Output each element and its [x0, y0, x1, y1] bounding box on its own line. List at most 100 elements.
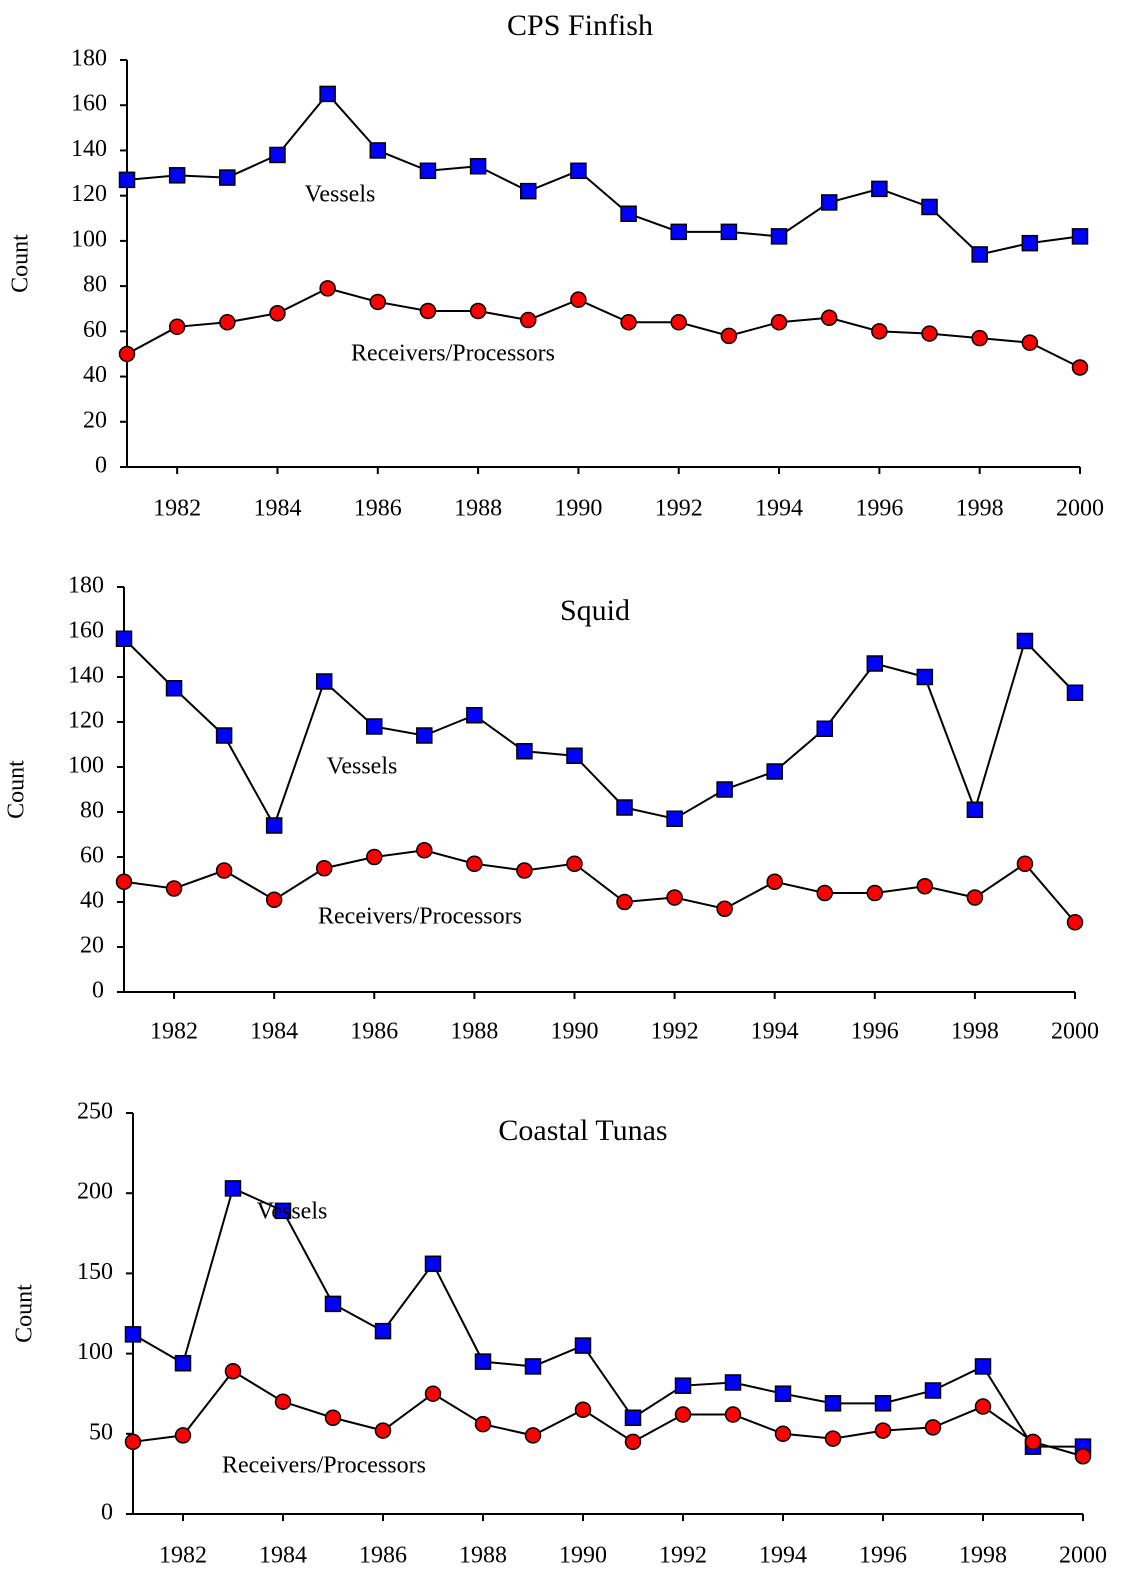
point — [666, 889, 683, 906]
y-tick-label: 180 — [68, 573, 104, 599]
chart-title: Squid — [560, 594, 630, 627]
y-tick-label: 0 — [101, 1500, 113, 1526]
point — [1021, 334, 1039, 351]
series-line — [126, 92, 1081, 256]
y-tick-label: 20 — [83, 407, 107, 433]
point — [716, 781, 733, 798]
y-tick-label: 180 — [71, 46, 107, 72]
point — [874, 1422, 892, 1439]
series-label: Vessels — [327, 754, 398, 780]
point — [224, 1362, 242, 1380]
x-tick-label: 1998 — [959, 1543, 1007, 1569]
point — [1066, 684, 1084, 701]
x-tick-label: 1982 — [150, 1019, 198, 1045]
point — [916, 878, 934, 895]
series-label: Vessels — [257, 1199, 328, 1225]
x-tick-label: 1990 — [550, 1019, 598, 1045]
point — [666, 810, 683, 827]
point — [1074, 1448, 1092, 1465]
point — [774, 1385, 792, 1402]
x-tick-label: 1984 — [253, 496, 301, 522]
y-tick-label: 200 — [77, 1179, 113, 1205]
series-line — [132, 1369, 1084, 1458]
point — [921, 325, 938, 342]
x-tick-label: 1992 — [655, 496, 703, 522]
point — [620, 314, 637, 331]
point — [520, 182, 537, 200]
point — [115, 873, 133, 890]
point — [1071, 228, 1089, 245]
point — [174, 1427, 192, 1444]
x-tick-label: 1996 — [859, 1543, 907, 1569]
x-tick-label: 1996 — [855, 496, 903, 522]
point — [566, 747, 583, 764]
y-tick-label: 60 — [80, 843, 104, 869]
point — [570, 162, 587, 180]
x-tick-label: 1988 — [454, 496, 502, 522]
point — [269, 304, 286, 322]
point — [520, 311, 537, 329]
point — [624, 1409, 642, 1427]
point — [315, 673, 333, 690]
series-label: Vessels — [305, 182, 376, 208]
point — [118, 171, 136, 189]
point — [1071, 359, 1089, 376]
x-tick-label: 1994 — [759, 1543, 807, 1569]
point — [416, 727, 433, 744]
point — [215, 862, 233, 879]
x-tick-label: 1992 — [651, 1019, 699, 1045]
point — [720, 327, 738, 345]
point — [118, 345, 136, 363]
y-tick-label: 60 — [83, 317, 107, 343]
x-tick-label: 1996 — [851, 1019, 899, 1045]
point — [324, 1295, 342, 1313]
x-tick-label: 1998 — [956, 496, 1004, 522]
point — [574, 1337, 592, 1354]
x-tick-label: 1986 — [354, 496, 402, 522]
point — [570, 291, 587, 308]
point — [874, 1395, 892, 1412]
y-tick-label: 0 — [92, 978, 104, 1004]
x-tick-label: 1990 — [559, 1543, 607, 1569]
point — [1021, 234, 1039, 252]
point — [516, 743, 533, 760]
x-tick-label: 1986 — [350, 1019, 398, 1045]
y-tick-label: 160 — [68, 618, 104, 644]
point — [265, 817, 283, 834]
point — [971, 329, 988, 347]
point — [366, 848, 383, 866]
x-tick-label: 1982 — [153, 496, 201, 522]
x-tick-label: 1988 — [459, 1543, 507, 1569]
point — [966, 801, 984, 818]
point — [921, 198, 938, 216]
point — [871, 180, 888, 198]
point — [824, 1430, 842, 1447]
point — [265, 891, 283, 908]
point — [766, 763, 783, 780]
y-tick-label: 150 — [77, 1259, 113, 1285]
point — [168, 167, 186, 184]
point — [124, 1326, 142, 1343]
series-label: Receivers/Processors — [222, 1453, 426, 1479]
point — [824, 1395, 842, 1412]
point — [374, 1322, 392, 1340]
y-tick-label: 140 — [68, 663, 104, 689]
point — [419, 162, 437, 180]
point — [319, 280, 336, 297]
x-tick-label: 1994 — [751, 1019, 799, 1045]
point — [966, 889, 984, 906]
point — [974, 1398, 992, 1415]
point — [774, 1425, 792, 1443]
point — [770, 228, 788, 245]
y-tick-label: 140 — [71, 136, 107, 162]
point — [524, 1427, 542, 1444]
point — [816, 720, 833, 737]
point — [974, 1358, 992, 1375]
point — [366, 718, 383, 735]
point — [374, 1422, 392, 1439]
point — [724, 1374, 742, 1391]
point — [866, 655, 884, 672]
point — [516, 862, 533, 879]
point — [324, 1409, 342, 1427]
